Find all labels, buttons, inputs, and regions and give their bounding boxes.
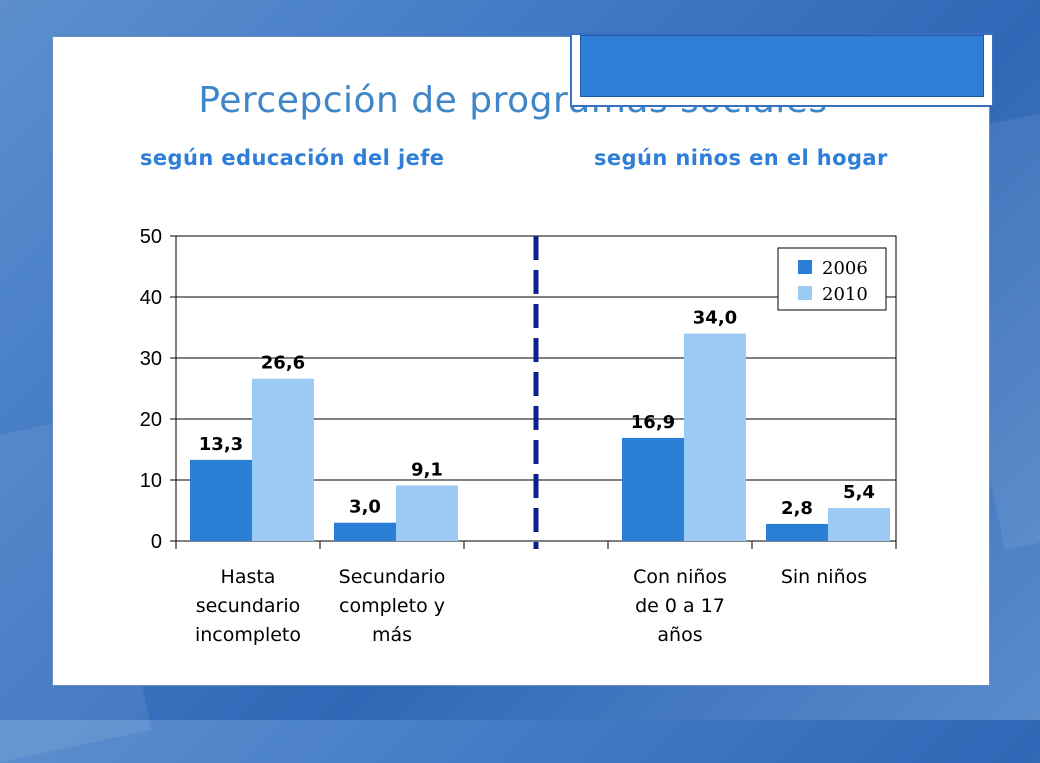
- y-tick-label: 40: [140, 287, 162, 309]
- data-label: 13,3: [199, 434, 243, 455]
- data-label: 26,6: [261, 353, 305, 374]
- data-label: 2,8: [781, 498, 813, 519]
- legend-label: 2006: [822, 258, 868, 279]
- bar-2010: [252, 378, 314, 541]
- category-label: Secundario: [339, 566, 446, 588]
- legend-swatch-2010: [798, 286, 812, 300]
- data-label: 34,0: [693, 308, 737, 329]
- bar-2006: [766, 523, 828, 541]
- y-tick-label: 30: [140, 348, 162, 370]
- legend-box: [777, 247, 887, 311]
- data-label: 9,1: [411, 459, 443, 480]
- bar-2010: [684, 333, 746, 541]
- category-label: Sin niños: [781, 566, 867, 588]
- category-label: Hasta: [221, 566, 276, 588]
- bar-2010: [828, 508, 890, 541]
- subtitle-children: según niños en el hogar: [594, 146, 888, 170]
- category-label: de 0 a 17: [635, 595, 725, 617]
- data-label: 16,9: [631, 412, 675, 433]
- category-label: incompleto: [195, 624, 301, 646]
- y-tick-label: 50: [140, 226, 162, 248]
- bar-2006: [190, 459, 252, 541]
- category-label: secundario: [196, 595, 301, 617]
- bar-chart: 0 10 20 30 40 50 13,3 3,0 16,9 2,8 26,6 9,1 34,0 5,4 H…: [140, 226, 897, 646]
- bar-2006: [622, 437, 684, 541]
- legend-swatch-2006: [798, 260, 812, 274]
- data-label: 5,4: [843, 482, 875, 503]
- accent-box-fill: [580, 35, 984, 97]
- subtitle-education: según educación del jefe: [140, 146, 445, 170]
- bar-2006: [334, 522, 396, 541]
- y-tick-label: 20: [140, 409, 162, 431]
- category-label: más: [372, 624, 412, 646]
- data-label: 3,0: [349, 497, 381, 518]
- category-label: Con niños: [633, 566, 727, 588]
- accent-box: [570, 33, 994, 107]
- category-label: completo y: [339, 595, 445, 617]
- category-label: años: [657, 624, 702, 646]
- bar-2010: [396, 485, 458, 541]
- y-tick-label: 0: [151, 531, 162, 553]
- y-tick-label: 10: [140, 470, 162, 492]
- legend-label: 2010: [822, 284, 868, 305]
